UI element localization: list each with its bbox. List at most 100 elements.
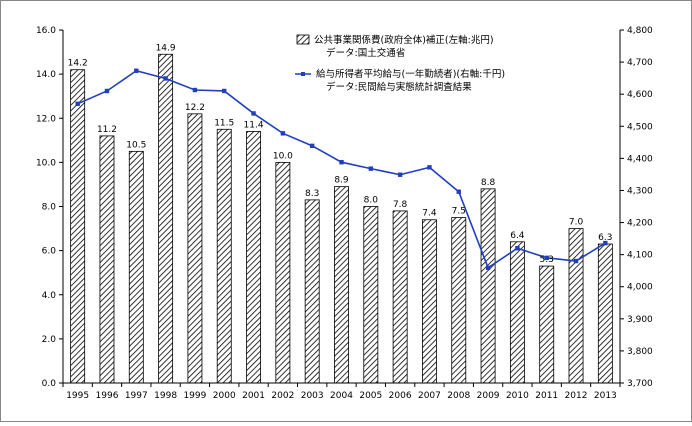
right-tick-label: 4,100 bbox=[627, 251, 653, 261]
bar-label-2001: 11.4 bbox=[244, 120, 264, 130]
right-tick-label: 4,400 bbox=[627, 154, 653, 164]
bar-label-1998: 14.9 bbox=[156, 43, 176, 53]
left-tick-label: 4.0 bbox=[42, 291, 57, 301]
x-tick-label: 2008 bbox=[447, 391, 470, 401]
bar-2002 bbox=[275, 161, 291, 384]
bar-label-2006: 7.8 bbox=[393, 200, 408, 210]
legend-line-name: 給与所得者平均給与(一年勤続者)(右軸:千円) bbox=[316, 68, 505, 80]
bar-2013 bbox=[597, 243, 613, 384]
right-tick-label: 4,600 bbox=[627, 90, 653, 100]
line-layer bbox=[75, 68, 608, 270]
salary-point-1996 bbox=[104, 88, 110, 94]
x-tick-label: 2007 bbox=[418, 391, 441, 401]
legend-line-marker bbox=[301, 72, 305, 76]
salary-point-2002 bbox=[280, 131, 286, 136]
x-tick-label: 2003 bbox=[301, 391, 324, 401]
legend-line-source: データ:民間給与実態統計調査結果 bbox=[326, 81, 472, 93]
bar-2000 bbox=[216, 128, 232, 384]
left-tick-label: 16.0 bbox=[36, 26, 56, 36]
x-tick-label: 1997 bbox=[125, 391, 148, 401]
salary-point-2005 bbox=[368, 166, 374, 171]
bar-label-1999: 12.2 bbox=[185, 103, 205, 113]
salary-point-1998 bbox=[163, 76, 168, 81]
bar-2003 bbox=[304, 199, 320, 384]
bar-2012 bbox=[568, 228, 584, 384]
right-tick-label: 4,700 bbox=[627, 58, 653, 68]
x-tick-label: 1996 bbox=[96, 391, 119, 401]
bar-2010 bbox=[509, 241, 525, 384]
bar-1997 bbox=[128, 150, 144, 384]
x-tick-label: 1998 bbox=[154, 391, 177, 401]
bar-label-2007: 7.4 bbox=[422, 209, 437, 219]
bar-label-2010: 6.4 bbox=[510, 231, 525, 241]
salary-point-1999 bbox=[192, 87, 198, 93]
bar-label-2008: 7.5 bbox=[452, 207, 466, 217]
x-tick-label: 2009 bbox=[477, 391, 500, 401]
x-tick-label: 2000 bbox=[213, 391, 236, 401]
salary-point-2000 bbox=[222, 88, 227, 94]
left-tick-label: 2.0 bbox=[42, 335, 57, 345]
axes-layer: 0.0 2.0 4.0 6.0 8.0 10.0 12.0 14.0 16.0 3,700 3,80… bbox=[36, 26, 653, 401]
bar-label-1996: 11.2 bbox=[97, 125, 117, 135]
bar-2005 bbox=[363, 206, 379, 384]
bars-layer bbox=[70, 53, 613, 384]
left-tick-label: 10.0 bbox=[36, 158, 56, 168]
right-tick-label: 4,500 bbox=[627, 122, 653, 132]
bar-2006 bbox=[392, 210, 408, 384]
bar-label-2009: 8.8 bbox=[481, 178, 496, 188]
salary-point-2006 bbox=[397, 172, 403, 177]
right-tick-label: 4,300 bbox=[627, 186, 653, 196]
right-tick-label: 4,800 bbox=[627, 26, 653, 36]
bar-2011 bbox=[539, 265, 555, 384]
bar-label-2013: 6.3 bbox=[598, 233, 612, 243]
bar-2009 bbox=[480, 188, 496, 384]
salary-point-2010 bbox=[515, 246, 520, 251]
bar-1995 bbox=[70, 69, 86, 384]
legend-bar-source: データ:国土交通省 bbox=[326, 47, 405, 59]
x-tick-label: 2012 bbox=[565, 391, 588, 401]
right-tick-label: 3,800 bbox=[627, 347, 653, 357]
bar-2007 bbox=[422, 219, 437, 384]
legend: 公共事業関係費(政府全体)補正(左軸:兆円) データ:国土交通省 給与所得者平均… bbox=[295, 34, 505, 93]
salary-point-2008 bbox=[456, 189, 461, 194]
bar-label-2011: 5.3 bbox=[540, 255, 554, 265]
left-tick-label: 8.0 bbox=[42, 203, 57, 213]
right-tick-label: 3,700 bbox=[627, 379, 653, 389]
x-tick-label: 2001 bbox=[242, 391, 265, 401]
x-tick-label: 2011 bbox=[535, 391, 558, 401]
bar-1998 bbox=[158, 53, 174, 384]
left-tick-label: 12.0 bbox=[36, 114, 56, 124]
salary-point-2001 bbox=[251, 111, 256, 116]
bar-label-1995: 14.2 bbox=[68, 59, 88, 69]
x-tick-label: 1995 bbox=[66, 391, 89, 401]
bar-label-2000: 11.5 bbox=[214, 118, 234, 128]
legend-bar-swatch bbox=[296, 34, 310, 45]
bar-1999 bbox=[187, 113, 203, 384]
left-tick-label: 0.0 bbox=[42, 379, 57, 389]
salary-point-2003 bbox=[309, 143, 315, 149]
x-tick-label: 2005 bbox=[359, 391, 382, 401]
x-tick-label: 2010 bbox=[506, 391, 529, 401]
right-tick-label: 4,200 bbox=[627, 219, 653, 229]
left-tick-label: 6.0 bbox=[42, 247, 57, 257]
bar-label-1997: 10.5 bbox=[126, 140, 146, 150]
labels-layer: 14.2 11.2 10.5 14.9 12.2 11.5 11.4 10.0 8.3 8.9 8.… bbox=[68, 43, 613, 265]
salary-point-2012 bbox=[573, 258, 579, 264]
salary-point-2013 bbox=[603, 240, 608, 246]
x-tick-label: 2004 bbox=[330, 391, 353, 401]
x-tick-label: 2013 bbox=[594, 391, 617, 401]
x-tick-label: 2002 bbox=[271, 391, 294, 401]
bar-label-2005: 8.0 bbox=[364, 196, 379, 206]
salary-point-2004 bbox=[339, 160, 344, 165]
legend-bar-name: 公共事業関係費(政府全体)補正(左軸:兆円) bbox=[314, 34, 494, 46]
bar-label-2012: 7.0 bbox=[569, 218, 584, 228]
x-tick-label: 1999 bbox=[183, 391, 206, 401]
salary-point-2011 bbox=[544, 255, 549, 261]
bar-label-2002: 10.0 bbox=[273, 151, 293, 161]
x-tick-label: 2006 bbox=[389, 391, 412, 401]
bar-label-2004: 8.9 bbox=[334, 176, 349, 186]
bar-label-2003: 8.3 bbox=[305, 189, 319, 199]
left-tick-label: 14.0 bbox=[36, 70, 56, 80]
salary-point-1997 bbox=[134, 68, 139, 73]
